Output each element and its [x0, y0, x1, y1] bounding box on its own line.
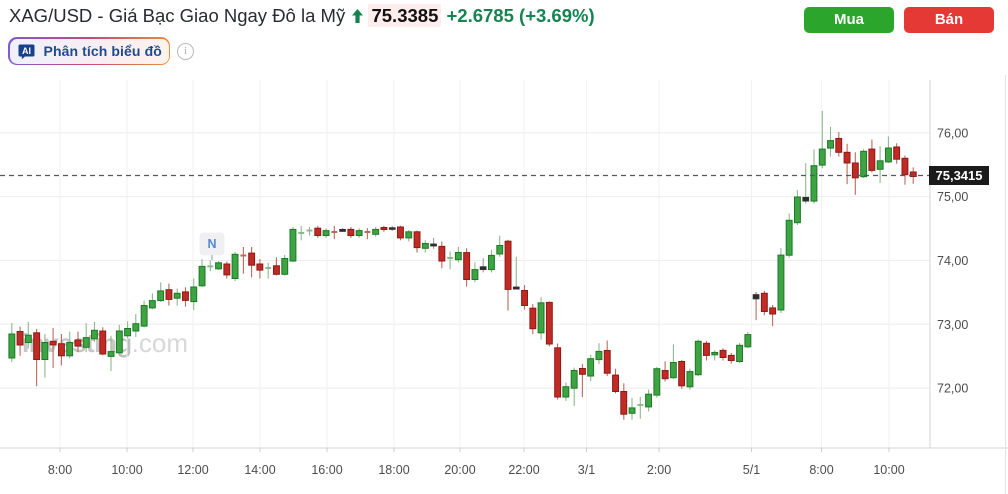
- svg-text:76,00: 76,00: [937, 126, 968, 140]
- svg-text:73,00: 73,00: [937, 318, 968, 332]
- svg-text:74,00: 74,00: [937, 254, 968, 268]
- svg-text:72,00: 72,00: [937, 382, 968, 396]
- svg-text:2:00: 2:00: [647, 463, 671, 477]
- svg-text:18:00: 18:00: [378, 463, 409, 477]
- svg-text:8:00: 8:00: [48, 463, 72, 477]
- svg-text:12:00: 12:00: [177, 463, 208, 477]
- svg-text:14:00: 14:00: [244, 463, 275, 477]
- svg-text:20:00: 20:00: [444, 463, 475, 477]
- svg-text:75,00: 75,00: [937, 190, 968, 204]
- svg-text:3/1: 3/1: [578, 463, 595, 477]
- svg-text:10:00: 10:00: [111, 463, 142, 477]
- svg-text:5/1: 5/1: [743, 463, 760, 477]
- svg-text:8:00: 8:00: [809, 463, 833, 477]
- svg-text:AI: AI: [22, 45, 31, 55]
- svg-text:10:00: 10:00: [873, 463, 904, 477]
- svg-text:16:00: 16:00: [311, 463, 342, 477]
- svg-text:22:00: 22:00: [508, 463, 539, 477]
